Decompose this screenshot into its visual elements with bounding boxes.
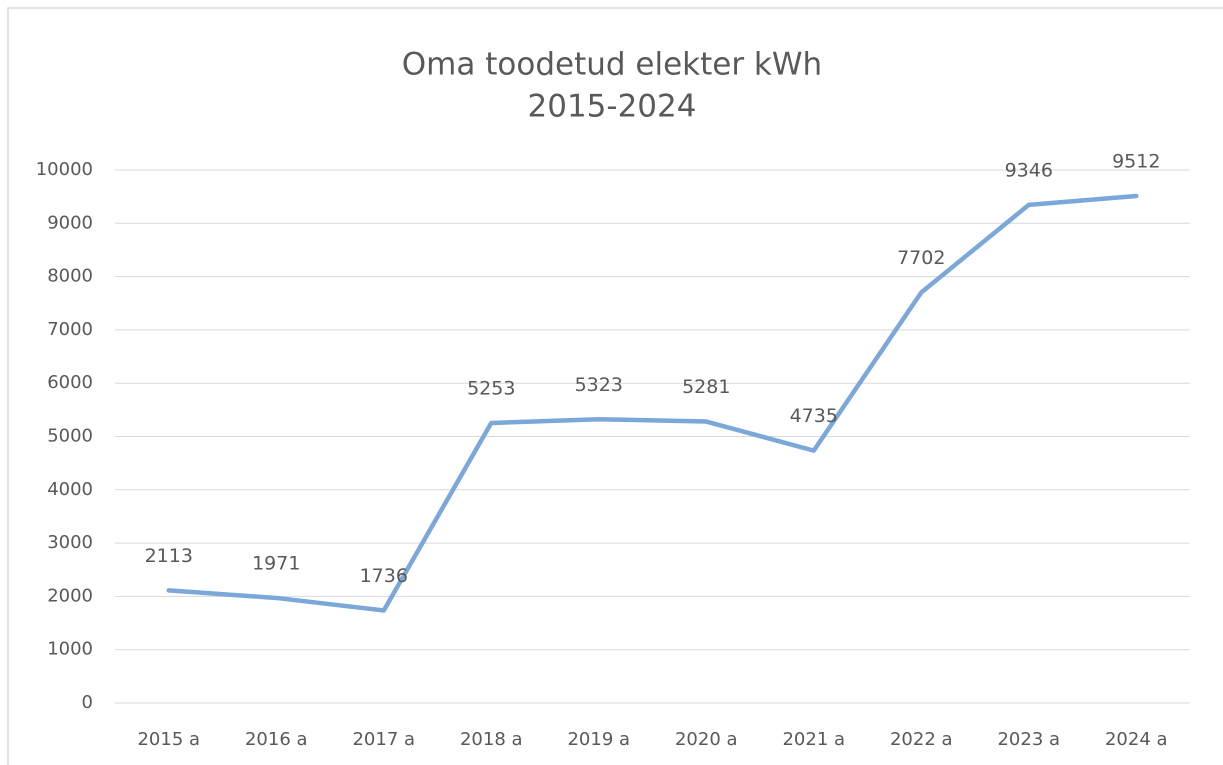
- data-label: 1971: [252, 552, 300, 574]
- data-label: 5323: [575, 374, 623, 396]
- data-label: 9346: [1005, 159, 1053, 181]
- y-tick-label: 4000: [47, 479, 93, 500]
- data-label: 2113: [145, 545, 193, 567]
- y-tick-label: 6000: [47, 372, 93, 393]
- data-label: 7702: [897, 247, 945, 269]
- chart-subtitle: 2015-2024: [528, 89, 697, 125]
- chart-frame: [7, 7, 1223, 765]
- x-tick-label: 2024 a: [1105, 729, 1168, 750]
- y-tick-label: 7000: [47, 319, 93, 340]
- data-label: 1736: [360, 565, 408, 587]
- y-tick-label: 3000: [47, 532, 93, 553]
- series-line: [166, 193, 1139, 613]
- x-tick-label: 2019 a: [567, 729, 630, 750]
- x-tick-label: 2015 a: [137, 729, 200, 750]
- x-tick-label: 2018 a: [460, 729, 523, 750]
- x-tick-label: 2017 a: [352, 729, 415, 750]
- data-label: 4735: [790, 405, 838, 427]
- x-tick-label: 2021 a: [782, 729, 845, 750]
- y-tick-label: 5000: [47, 426, 93, 447]
- y-tick-label: 1000: [47, 639, 93, 660]
- y-tick-label: 9000: [47, 212, 93, 233]
- data-label: 5281: [682, 376, 730, 398]
- x-tick-label: 2023 a: [997, 729, 1060, 750]
- x-tick-label: 2020 a: [675, 729, 738, 750]
- chart-title: Oma toodetud elekter kWh: [402, 47, 822, 83]
- data-label: 5253: [467, 378, 515, 400]
- y-tick-label: 10000: [36, 159, 93, 180]
- y-tick-label: 0: [82, 692, 93, 713]
- x-tick-label: 2022 a: [890, 729, 953, 750]
- data-label: 9512: [1112, 151, 1160, 173]
- y-tick-label: 8000: [47, 266, 93, 287]
- y-tick-label: 2000: [47, 585, 93, 606]
- x-tick-label: 2016 a: [245, 729, 308, 750]
